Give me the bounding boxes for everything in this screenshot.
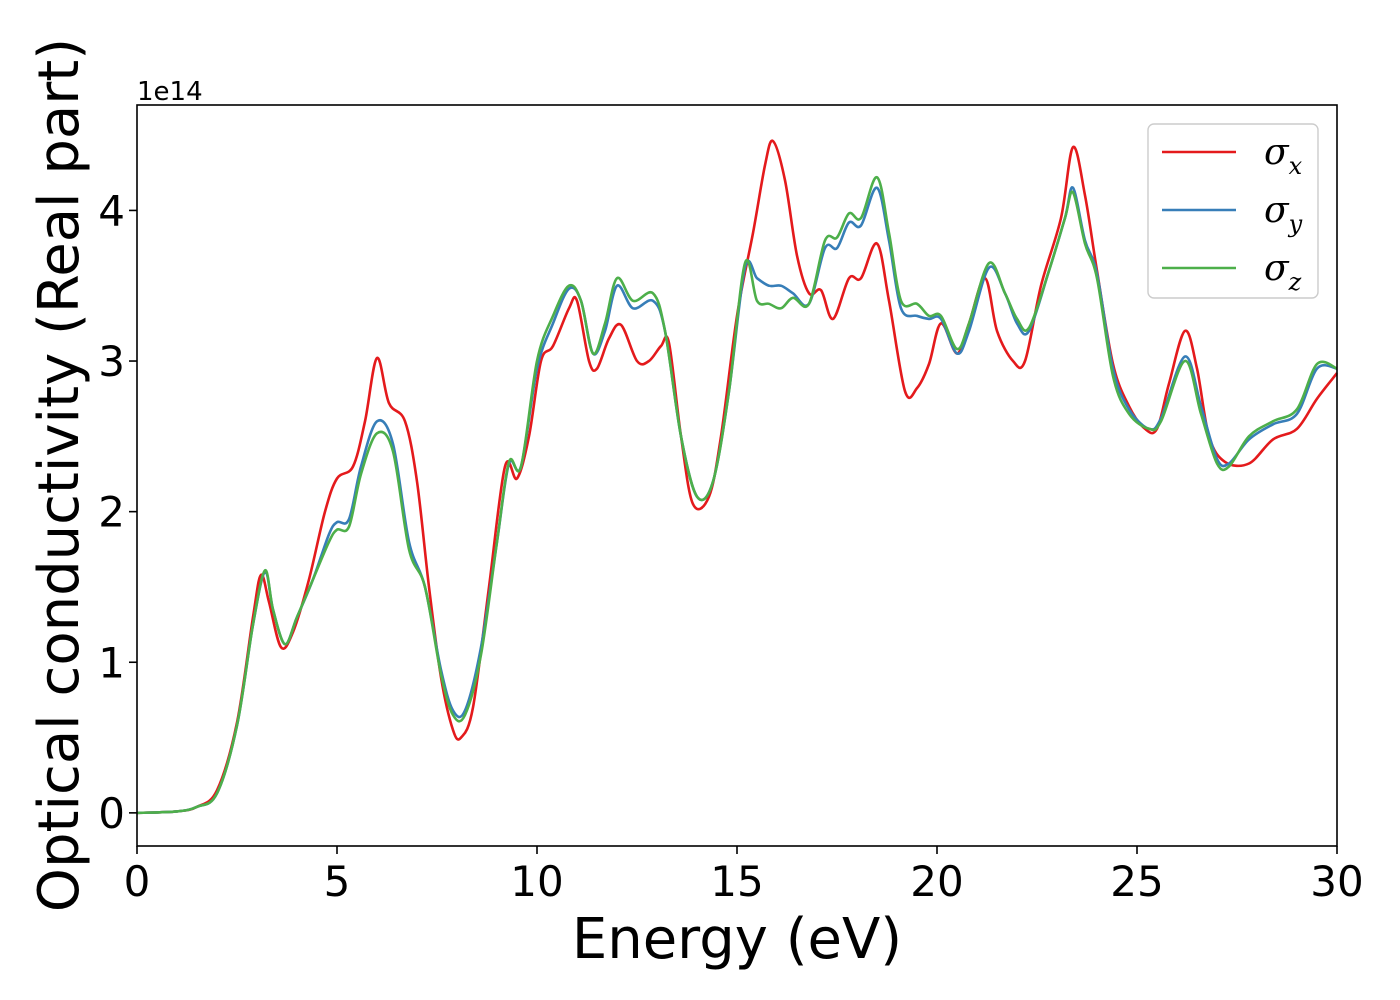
x-tick-label: 0 [124, 857, 151, 906]
series-line-z [136, 175, 1338, 815]
legend: σx σy σz [1147, 123, 1319, 299]
legend-items: σx σy σz [1162, 132, 1303, 296]
x-tick-label: 20 [910, 857, 963, 906]
y-tick-label: 1 [98, 638, 125, 687]
y-tick-label: 3 [98, 337, 125, 386]
legend-label-x: σx [1264, 132, 1303, 180]
x-tick-label: 10 [510, 857, 563, 906]
x-tick-label: 15 [710, 857, 763, 906]
y-axis-label: Optical conductivity (Real part) [27, 38, 92, 912]
x-tick-label: 5 [324, 857, 351, 906]
y-tick-label: 4 [98, 186, 125, 235]
x-tick-label: 30 [1310, 857, 1363, 906]
y-tick-label: 2 [98, 488, 125, 537]
plot-area [137, 105, 1337, 846]
x-axis-label: Energy (eV) [572, 907, 902, 972]
y-axis-ticks: 0 1 2 3 4 [98, 186, 137, 838]
x-axis-ticks: 0 5 10 15 20 25 30 [124, 846, 1364, 906]
y-tick-label: 0 [98, 789, 125, 838]
series-layer [136, 139, 1339, 815]
legend-label-z: σz [1264, 248, 1302, 296]
x-tick-label: 25 [1110, 857, 1163, 906]
plot-frame [136, 104, 1338, 847]
y-offset-label: 1e14 [137, 77, 203, 107]
series-line-x [136, 139, 1339, 815]
legend-label-y: σy [1264, 190, 1303, 238]
